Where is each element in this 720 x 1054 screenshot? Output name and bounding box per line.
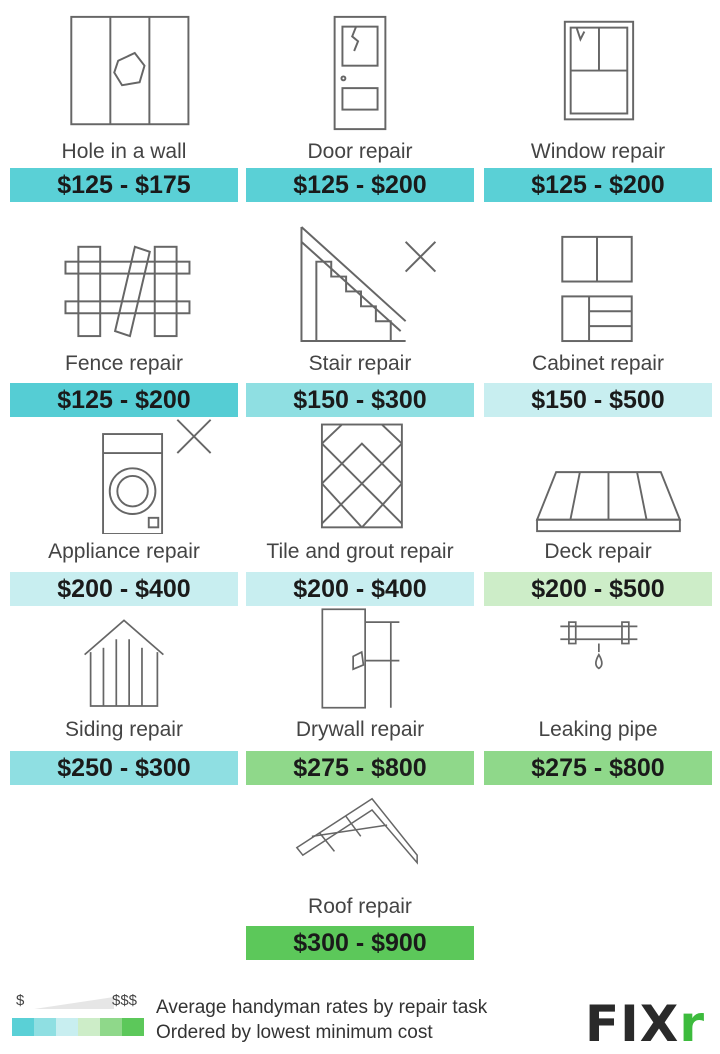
legend-line-2: Ordered by lowest minimum cost [156,1022,433,1043]
repair-label: Hole in a wall [61,140,187,163]
price-range-bar: $275 - $800 [484,751,712,785]
legend-high: $$$ [112,992,138,1009]
legend-swatch [12,1018,34,1036]
price-range-bar: $125 - $200 [10,383,238,417]
legend-line-1: Average handyman rates by repair task [156,997,488,1018]
repair-label: Tile and grout repair [266,540,454,563]
repair-label: Stair repair [308,352,412,375]
repair-label: Deck repair [544,540,652,563]
door-icon [246,12,474,134]
tile-icon [246,415,474,534]
repair-label: Appliance repair [48,540,200,563]
price-range-bar: $200 - $400 [10,572,238,606]
repair-label: Window repair [530,140,666,163]
price-range-bar: $200 - $400 [246,572,474,606]
roof-icon [246,795,474,889]
repair-label: Cabinet repair [532,352,664,375]
stairs-icon [246,222,474,346]
price-range-bar: $150 - $300 [246,383,474,417]
fixr-logo: FIXr [585,995,705,1053]
legend-low: $ [16,992,25,1009]
price-range-bar: $125 - $175 [10,168,238,202]
broken-wall-icon [10,12,238,134]
legend-swatch [78,1018,100,1036]
legend-swatch [56,1018,78,1036]
deck-icon [484,415,712,534]
repair-label: Door repair [307,140,413,163]
price-range-bar: $125 - $200 [246,168,474,202]
repair-label: Fence repair [65,352,183,375]
siding-icon [10,605,238,712]
legend-swatch [122,1018,144,1036]
legend-swatch [100,1018,122,1036]
drywall-icon [246,605,474,712]
price-range-bar: $200 - $500 [484,572,712,606]
repair-label: Leaking pipe [538,718,658,741]
repair-label: Siding repair [65,718,183,741]
window-icon [484,12,712,134]
price-range-bar: $275 - $800 [246,751,474,785]
repair-label: Drywall repair [295,718,425,741]
pipe-icon [484,605,712,712]
price-range-bar: $250 - $300 [10,751,238,785]
cabinet-icon [484,222,712,346]
fence-icon [10,222,238,346]
price-range-bar: $125 - $200 [484,168,712,202]
price-range-bar: $300 - $900 [246,926,474,960]
price-range-bar: $150 - $500 [484,383,712,417]
legend-gradient-wedge [34,997,114,1009]
washing-machine-icon [10,415,238,535]
repair-label: Roof repair [308,895,412,918]
legend-swatch [34,1018,56,1036]
